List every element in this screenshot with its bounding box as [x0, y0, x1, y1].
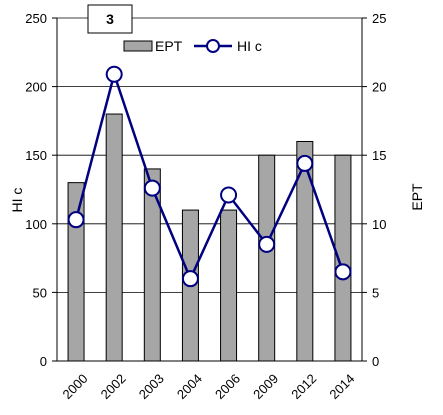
x-tick-2002: 2002 [98, 371, 129, 402]
point-hi-c-2002 [105, 65, 123, 83]
gridlines [52, 17, 367, 362]
bar-ept-2006 [220, 209, 238, 362]
x-tick-2003: 2003 [136, 371, 167, 402]
right-tick-25: 25 [372, 11, 386, 26]
point-hi-c-2004 [181, 270, 199, 288]
point-hi-c-2009 [258, 235, 276, 253]
x-tick-2014: 2014 [326, 371, 357, 402]
x-tick-2006: 2006 [212, 371, 243, 402]
right-tick-labels: 0 5 10 15 20 25 [372, 11, 386, 369]
right-tick-0: 0 [372, 354, 379, 369]
point-hi-c-2003 [143, 179, 161, 197]
left-tick-200: 200 [25, 80, 47, 95]
left-tick-50: 50 [33, 285, 47, 300]
x-tick-2012: 2012 [288, 371, 319, 402]
left-tick-250: 250 [25, 11, 47, 26]
x-tick-labels: 2000 2002 2003 2004 2006 2009 2012 2014 [60, 371, 358, 402]
y-axis-title: HI c [9, 188, 25, 213]
axes [56, 18, 363, 362]
right-tick-15: 15 [372, 148, 386, 163]
hi-c-line [67, 65, 352, 288]
hi-c-polyline [74, 69, 345, 282]
legend-ept-label: EPT [155, 38, 183, 54]
point-hi-c-2012 [296, 154, 314, 172]
bar-ept-2003 [143, 168, 161, 362]
legend-ept-swatch [123, 40, 153, 52]
y2-axis-title: EPT [409, 183, 425, 211]
panel-label-box: 3 [87, 4, 133, 34]
x-tick-2000: 2000 [60, 371, 91, 402]
legend-hi-c-marker [206, 39, 220, 53]
right-tick-20: 20 [372, 80, 386, 95]
x-tick-2009: 2009 [250, 371, 281, 402]
left-tick-labels: 0 50 100 150 200 250 [25, 11, 47, 369]
bar-ept-2000 [67, 182, 85, 362]
left-tick-0: 0 [40, 354, 47, 369]
legend-hi-c-label: HI c [237, 38, 262, 54]
point-hi-c-2000 [67, 211, 85, 229]
left-tick-100: 100 [25, 217, 47, 232]
right-tick-10: 10 [372, 217, 386, 232]
bar-ept-2002 [105, 113, 123, 362]
x-tick-2004: 2004 [174, 371, 205, 402]
right-tick-5: 5 [372, 285, 379, 300]
point-hi-c-2014 [334, 263, 352, 281]
bar-ept-2009 [258, 154, 276, 362]
left-tick-150: 150 [25, 148, 47, 163]
legend: EPT HI c [123, 38, 262, 54]
panel-label: 3 [106, 11, 114, 27]
point-hi-c-2006 [220, 186, 238, 204]
